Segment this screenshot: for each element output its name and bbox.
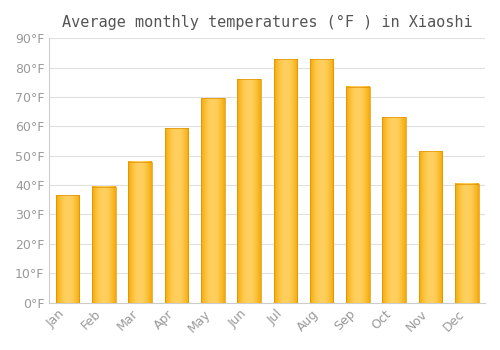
- Bar: [237, 79, 261, 303]
- Bar: [201, 98, 224, 303]
- Bar: [346, 86, 370, 303]
- Bar: [128, 162, 152, 303]
- Bar: [382, 118, 406, 303]
- Bar: [164, 128, 188, 303]
- Title: Average monthly temperatures (°F ) in Xiaoshi: Average monthly temperatures (°F ) in Xi…: [62, 15, 472, 30]
- Bar: [310, 59, 334, 303]
- Bar: [274, 59, 297, 303]
- Bar: [92, 187, 116, 303]
- Bar: [455, 184, 478, 303]
- Bar: [418, 151, 442, 303]
- Bar: [56, 195, 80, 303]
